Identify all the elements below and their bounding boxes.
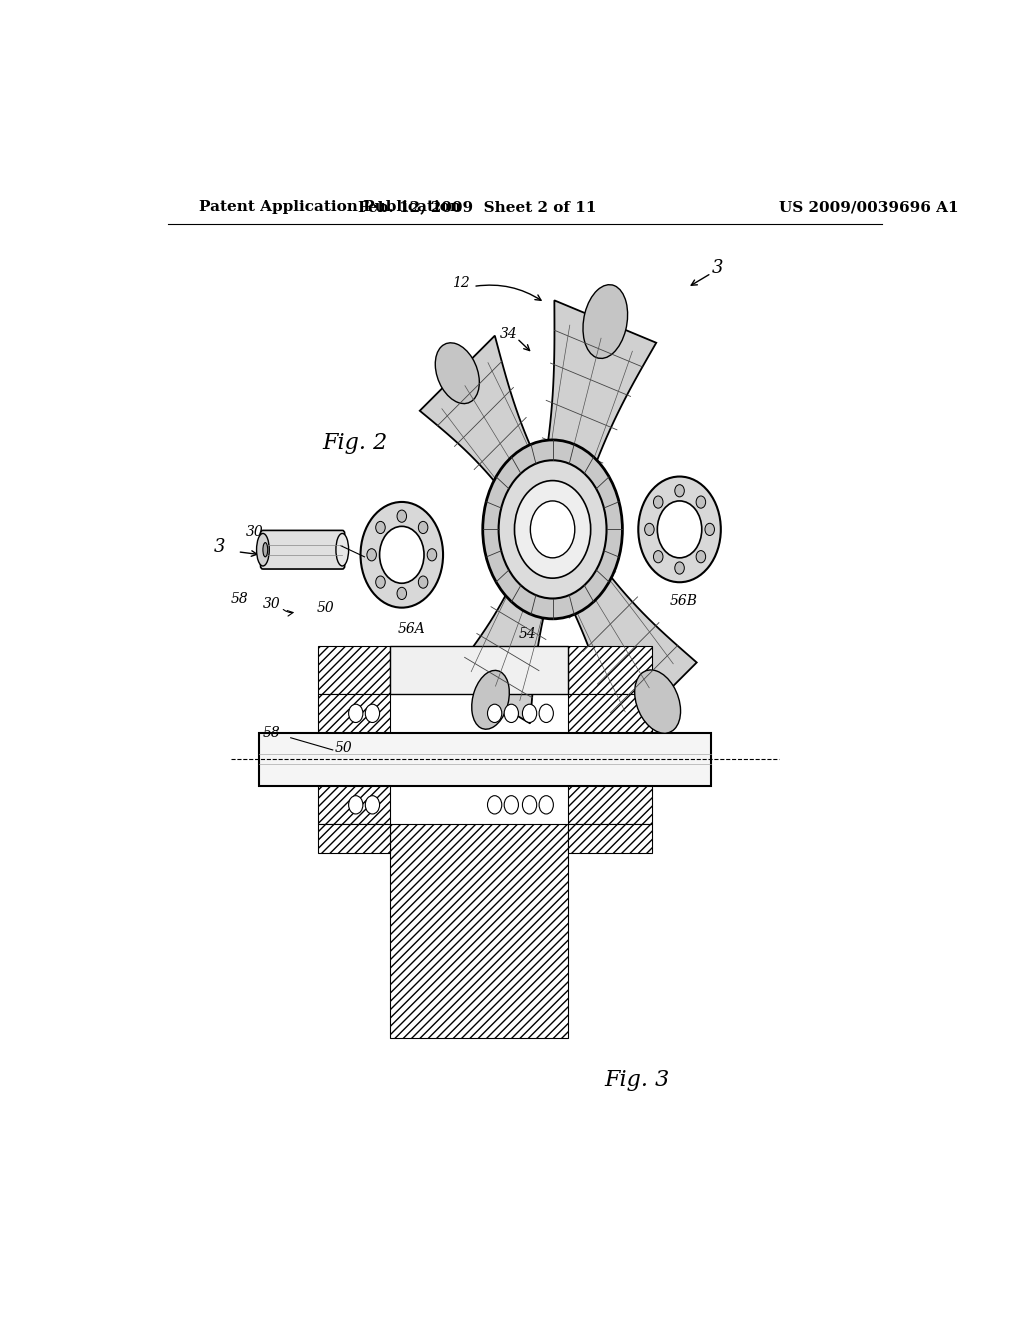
Text: 58: 58 <box>263 726 281 739</box>
Circle shape <box>539 704 553 722</box>
Circle shape <box>482 440 623 619</box>
Text: Patent Application Publication: Patent Application Publication <box>200 201 462 214</box>
Text: 34: 34 <box>500 327 517 342</box>
Circle shape <box>487 704 502 722</box>
Polygon shape <box>420 335 561 539</box>
Circle shape <box>638 477 721 582</box>
Circle shape <box>696 550 706 562</box>
Circle shape <box>514 480 591 578</box>
Circle shape <box>696 496 706 508</box>
Text: Fig. 3: Fig. 3 <box>604 1069 670 1092</box>
Bar <box>318 824 390 853</box>
Ellipse shape <box>635 671 681 733</box>
Circle shape <box>427 549 436 561</box>
Bar <box>568 647 652 694</box>
Circle shape <box>657 500 701 558</box>
Ellipse shape <box>435 343 479 404</box>
Circle shape <box>504 704 518 722</box>
Ellipse shape <box>583 285 628 359</box>
Circle shape <box>645 523 654 536</box>
Circle shape <box>380 527 424 583</box>
Circle shape <box>653 550 663 562</box>
Circle shape <box>366 796 380 814</box>
Polygon shape <box>451 524 562 723</box>
Text: US 2009/0039696 A1: US 2009/0039696 A1 <box>778 201 958 214</box>
Polygon shape <box>539 301 656 535</box>
Text: Fig. 2: Fig. 2 <box>323 432 388 454</box>
Circle shape <box>499 461 606 598</box>
Text: 56B: 56B <box>553 536 581 549</box>
Text: 58: 58 <box>231 591 249 606</box>
Circle shape <box>675 484 684 496</box>
FancyBboxPatch shape <box>260 531 345 569</box>
Text: 12: 12 <box>452 276 470 290</box>
Text: 56B: 56B <box>670 594 698 607</box>
Circle shape <box>653 496 663 508</box>
Bar <box>259 733 712 785</box>
Bar <box>318 694 390 733</box>
Text: 56A: 56A <box>397 622 426 636</box>
Circle shape <box>539 796 553 814</box>
Text: 50: 50 <box>316 601 335 615</box>
Text: 3: 3 <box>712 259 723 277</box>
Text: 56A: 56A <box>314 536 342 549</box>
Bar <box>390 824 568 1038</box>
Circle shape <box>705 523 715 536</box>
Ellipse shape <box>257 533 269 566</box>
Circle shape <box>367 549 377 561</box>
Ellipse shape <box>472 671 509 729</box>
Circle shape <box>522 796 537 814</box>
Bar <box>390 647 568 694</box>
Bar <box>318 785 390 824</box>
Circle shape <box>360 502 443 607</box>
Ellipse shape <box>336 533 348 566</box>
Circle shape <box>397 510 407 523</box>
Bar <box>568 694 652 733</box>
Circle shape <box>504 796 518 814</box>
Text: 50: 50 <box>334 741 352 755</box>
Text: 3: 3 <box>214 537 225 556</box>
Circle shape <box>530 500 574 558</box>
Text: Feb. 12, 2009  Sheet 2 of 11: Feb. 12, 2009 Sheet 2 of 11 <box>358 201 596 214</box>
Circle shape <box>366 704 380 722</box>
Ellipse shape <box>263 543 267 557</box>
Circle shape <box>397 587 407 599</box>
Circle shape <box>348 704 362 722</box>
Circle shape <box>376 576 385 589</box>
Bar <box>568 824 652 853</box>
Circle shape <box>419 521 428 533</box>
Polygon shape <box>543 520 696 741</box>
Text: 54: 54 <box>518 627 537 642</box>
Circle shape <box>419 576 428 589</box>
Bar <box>568 785 652 824</box>
Circle shape <box>675 562 684 574</box>
Text: 30: 30 <box>246 525 263 540</box>
Circle shape <box>376 521 385 533</box>
Text: 52: 52 <box>596 484 614 499</box>
Text: 30: 30 <box>263 597 281 611</box>
Circle shape <box>522 704 537 722</box>
Bar <box>318 647 390 694</box>
Circle shape <box>348 796 362 814</box>
Circle shape <box>487 796 502 814</box>
Text: 52: 52 <box>541 647 558 661</box>
